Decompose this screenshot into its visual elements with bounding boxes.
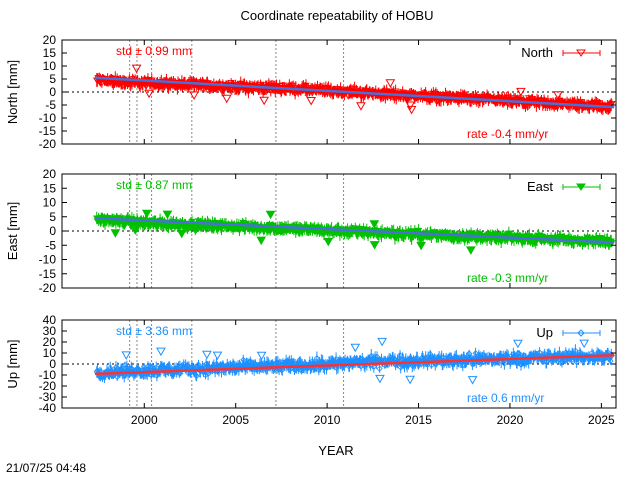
north-legend-label: North: [521, 45, 553, 60]
up-point: [447, 353, 454, 361]
north-point: [98, 80, 106, 87]
north-outlier-point: [221, 94, 232, 104]
up-point: [536, 349, 543, 356]
up-outlier-point: [377, 337, 387, 347]
north-outlier-point: [131, 64, 142, 74]
up-point: [607, 357, 614, 365]
east-outlier-point: [141, 209, 152, 219]
east-y-tick-label: -5: [45, 238, 56, 252]
north-point: [220, 87, 228, 94]
up-point: [466, 350, 473, 357]
east-outlier-point: [256, 236, 267, 246]
north-legend: [562, 49, 601, 57]
north-legend-marker: [576, 49, 586, 57]
up-point: [313, 355, 320, 362]
north-point: [608, 101, 616, 108]
up-point: [123, 364, 130, 371]
north-y-tick-label: 5: [49, 72, 56, 86]
north-y-tick-label: 0: [49, 85, 56, 99]
north-trend-line: [94, 76, 615, 109]
north-outlier-point: [516, 87, 526, 97]
north-y-tick-label: -10: [39, 111, 57, 125]
up-outlier-point: [467, 376, 478, 385]
north-point: [302, 82, 310, 89]
up-point: [376, 365, 383, 372]
north-y-tick-label: 10: [43, 59, 57, 73]
north-y-tick-label: -5: [45, 98, 56, 112]
east-y-tick-label: 10: [43, 196, 57, 210]
up-point: [333, 355, 340, 363]
north-outlier-point: [553, 91, 563, 100]
up-point: [572, 347, 579, 354]
up-point: [608, 351, 615, 358]
north-std-label: std ± 0.99 mm: [116, 44, 192, 58]
north-y-tick-label: -20: [39, 137, 57, 151]
east-y-axis-label: East [mm]: [5, 202, 20, 261]
up-outlier-point: [156, 347, 166, 357]
east-y-tick-label: 5: [49, 210, 56, 224]
east-outlier-point: [369, 220, 380, 229]
east-outlier-point: [369, 241, 380, 250]
east-y-tick-label: 15: [43, 181, 57, 195]
up-outlier-point: [202, 350, 212, 360]
up-point: [107, 364, 114, 372]
east-y-tick-label: -10: [39, 253, 57, 267]
east-y-tick-label: -15: [39, 267, 57, 281]
up-outlier-point: [256, 351, 267, 361]
up-point: [397, 351, 404, 359]
east-std-label: std ± 0.87 mm: [116, 178, 192, 192]
east-outlier-point: [265, 210, 276, 220]
east-y-tick-label: 0: [49, 224, 56, 238]
up-outlier-point: [350, 343, 361, 353]
north-y-tick-label: 15: [43, 46, 57, 60]
north-outlier-point: [356, 102, 366, 111]
east-outlier-point: [110, 229, 121, 238]
east-legend-marker: [576, 183, 586, 191]
up-point: [247, 358, 254, 365]
north-outlier-point: [306, 97, 317, 106]
up-point: [543, 358, 550, 365]
up-outlier-point: [212, 351, 223, 361]
east-outlier-point: [466, 246, 476, 255]
panel-north: [61, 39, 617, 145]
east-outlier-point: [130, 226, 141, 235]
up-point: [166, 363, 173, 370]
east-rate-label: rate -0.3 mm/yr: [467, 271, 548, 285]
north-outlier-point: [189, 91, 199, 100]
east-trend-line: [94, 216, 615, 244]
east-outlier-point: [416, 241, 426, 251]
up-point: [192, 371, 199, 379]
east-y-tick-label: 20: [43, 167, 57, 181]
east-legend-label: East: [527, 179, 553, 194]
up-point: [177, 370, 184, 377]
east-outlier-point: [176, 229, 187, 239]
figure-title: Coordinate repeatability of HOBU: [241, 8, 434, 23]
up-outlier-point: [121, 351, 132, 360]
east-legend: [562, 183, 601, 191]
up-point: [501, 360, 508, 367]
north-outlier-point: [405, 101, 416, 110]
east-outlier-point: [323, 237, 334, 247]
north-outlier-point: [144, 89, 154, 99]
panel-east: [61, 173, 617, 289]
east-y-tick-label: -20: [39, 281, 57, 295]
north-outlier-point: [259, 96, 270, 106]
up-point: [193, 373, 200, 380]
up-point: [296, 356, 303, 363]
north-y-tick-label: -15: [39, 124, 57, 138]
north-y-axis-label: North [mm]: [5, 60, 20, 124]
north-rate-label: rate -0.4 mm/yr: [467, 127, 548, 141]
north-y-tick-label: 20: [43, 33, 57, 47]
north-outlier-point: [385, 79, 396, 88]
east-outlier-point: [162, 210, 173, 220]
panel-up: [61, 319, 617, 409]
up-outlier-point: [513, 339, 523, 349]
up-outlier-point: [405, 375, 415, 385]
up-point: [427, 350, 434, 358]
